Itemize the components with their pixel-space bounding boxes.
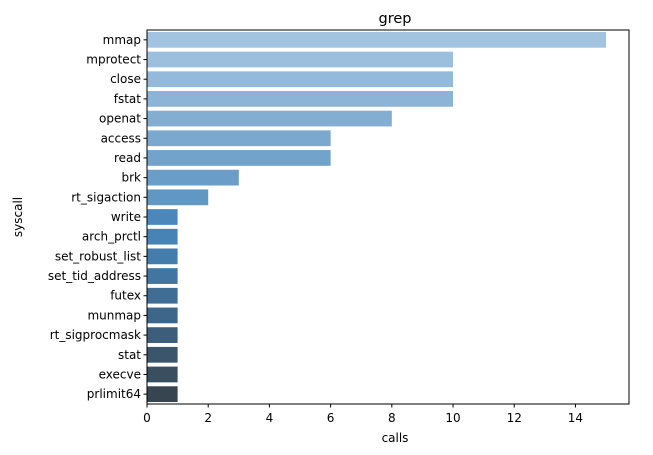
y-tick-label: stat [118,348,141,362]
x-tick-label: 4 [266,411,274,425]
x-tick-label: 0 [143,411,151,425]
x-tick-label: 2 [204,411,212,425]
y-tick-label: fstat [114,92,142,106]
bar-rt-sigaction [147,189,209,206]
plot-frame [146,29,630,405]
x-tick-label: 8 [388,411,396,425]
y-tick-label: set_robust_list [55,249,141,263]
x-axis-ticks: 0 2 4 6 8 10 12 14 [143,404,583,425]
bar-arch-prctl [147,228,178,245]
bar-execve [147,366,178,383]
y-tick-label: mmap [103,33,141,47]
bar-read [147,150,331,166]
bar-brk [147,169,239,186]
y-tick-label: access [101,131,141,145]
x-tick-label: 10 [445,411,460,425]
y-tick-label: munmap [87,308,141,322]
bar-rt-sigprocmask [147,327,178,343]
chart-title: grep [379,11,412,27]
bar-mprotect [147,51,454,68]
y-tick-label: brk [122,171,142,185]
bar-stat [147,346,178,363]
x-tick-label: 14 [568,411,583,425]
bar-write [147,209,178,225]
bar-set-robust-list [147,248,178,265]
y-tick-label: execve [99,367,141,381]
y-tick-label: set_tid_address [48,269,141,283]
bar-openat [147,110,392,127]
y-tick-label: openat [99,112,141,126]
bar-fstat [147,91,454,107]
bar-mmap [147,31,607,48]
bar-futex [147,287,178,304]
bar-prlimit64 [147,386,178,403]
bar-set-tid-address [147,268,178,284]
x-tick-label: 6 [327,411,335,425]
y-tick-label: prlimit64 [87,387,141,401]
bar-access [147,130,331,147]
y-axis-title: syscall [11,197,25,237]
y-tick-label: write [111,210,141,224]
x-axis-title: calls [382,431,409,445]
bars-group [147,31,607,403]
y-axis-ticks: mmap mprotect close fstat openat access read br… [48,33,147,401]
y-tick-label: futex [110,289,141,303]
y-tick-label: close [110,72,141,86]
y-tick-label: read [114,151,141,165]
y-tick-label: mprotect [86,53,141,67]
y-tick-label: rt_sigprocmask [50,328,141,342]
x-tick-label: 12 [507,411,522,425]
y-tick-label: rt_sigaction [71,190,141,204]
bar-munmap [147,307,178,324]
bar-close [147,71,454,88]
y-tick-label: arch_prctl [82,230,141,244]
